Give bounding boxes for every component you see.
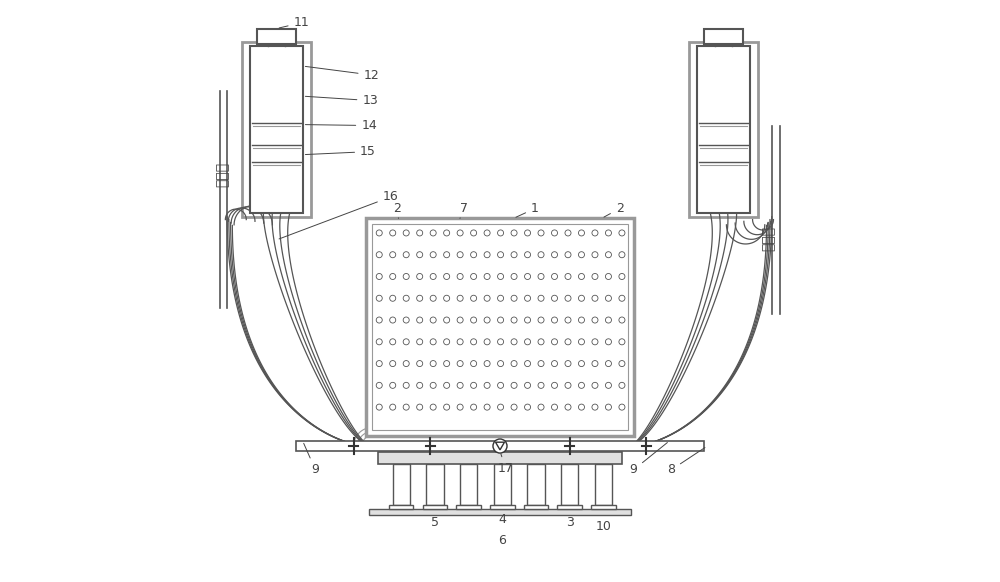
Bar xyxy=(369,509,631,514)
Bar xyxy=(490,505,515,509)
Bar xyxy=(372,224,628,430)
Bar xyxy=(378,452,622,464)
Bar xyxy=(250,46,303,213)
Bar xyxy=(595,464,612,505)
Bar xyxy=(242,42,311,217)
Text: 17: 17 xyxy=(498,454,514,475)
Text: 10: 10 xyxy=(595,520,611,533)
Text: 9: 9 xyxy=(630,442,667,476)
Bar xyxy=(689,42,758,217)
Bar xyxy=(561,464,578,505)
Bar xyxy=(456,505,481,509)
Text: 8: 8 xyxy=(667,448,705,476)
Text: 6: 6 xyxy=(498,534,506,547)
Bar xyxy=(389,505,413,509)
Bar xyxy=(704,29,743,44)
Bar xyxy=(426,464,444,505)
Text: 5: 5 xyxy=(431,516,439,528)
Bar xyxy=(527,464,545,505)
Bar xyxy=(296,441,704,451)
Text: 13: 13 xyxy=(305,94,378,107)
Bar xyxy=(423,505,447,509)
Bar xyxy=(297,442,703,449)
Text: 7: 7 xyxy=(460,202,468,218)
Text: 2: 2 xyxy=(604,202,624,217)
Text: 14: 14 xyxy=(305,119,377,132)
Text: 4: 4 xyxy=(498,513,506,526)
Text: 出水口: 出水口 xyxy=(762,226,776,251)
Bar xyxy=(557,505,582,509)
Bar xyxy=(591,505,616,509)
Text: 16: 16 xyxy=(279,190,398,239)
Circle shape xyxy=(493,439,507,453)
Bar xyxy=(393,464,410,505)
Text: 入水口: 入水口 xyxy=(215,162,229,187)
Bar xyxy=(366,218,634,436)
Bar xyxy=(494,464,511,505)
Text: 2: 2 xyxy=(393,202,401,218)
Bar xyxy=(524,505,548,509)
Bar xyxy=(460,464,477,505)
Text: 1: 1 xyxy=(516,202,539,217)
Text: 12: 12 xyxy=(305,66,379,81)
Text: 15: 15 xyxy=(305,145,376,158)
Text: 3: 3 xyxy=(566,516,574,528)
Text: 9: 9 xyxy=(304,443,319,476)
Bar xyxy=(257,29,296,44)
Text: 11: 11 xyxy=(279,16,309,29)
Bar xyxy=(697,46,750,213)
